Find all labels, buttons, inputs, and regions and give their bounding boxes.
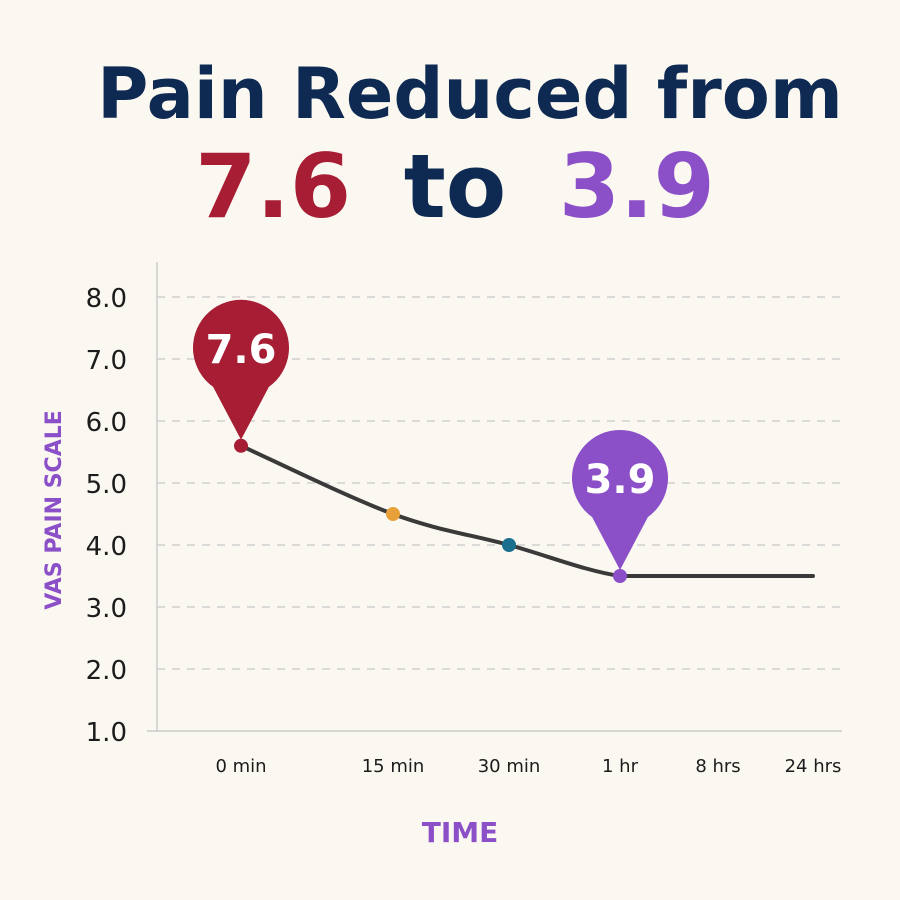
x-tick-label: 0 min	[215, 756, 266, 777]
x-axis-title: TIME	[422, 816, 499, 849]
series-line	[239, 443, 815, 579]
data-point	[386, 507, 400, 521]
pin-shape	[572, 430, 668, 570]
pin-marker: 7.6	[193, 299, 289, 440]
y-tick-label: 5.0	[86, 470, 127, 500]
x-tick-label: 1 hr	[602, 756, 639, 777]
y-tick-label: 4.0	[86, 532, 127, 562]
plot-area: 1.0 2.0 3.0 4.0 5.0 6.0 7.0 8.0 0 min 15 min 30 m…	[86, 262, 842, 777]
title-to-value: 3.9	[559, 135, 715, 238]
x-tick-label: 24 hrs	[785, 756, 842, 777]
x-tick-label: 8 hrs	[695, 756, 740, 777]
x-tick-label: 30 min	[478, 756, 541, 777]
x-tick-label: 15 min	[362, 756, 425, 777]
y-tick-label: 8.0	[86, 284, 127, 314]
series	[234, 438, 815, 583]
y-tick-label: 3.0	[86, 594, 127, 624]
data-point	[234, 438, 248, 453]
pin-label: 3.9	[585, 457, 656, 503]
pin-marker: 3.9	[572, 430, 668, 570]
annotations: 7.6 3.9	[193, 299, 668, 570]
y-tick-label: 6.0	[86, 408, 127, 438]
y-tick-label: 2.0	[86, 656, 127, 686]
grid	[147, 296, 842, 732]
y-tick-labels: 1.0 2.0 3.0 4.0 5.0 6.0 7.0 8.0	[86, 284, 127, 748]
x-tick-labels: 0 min 15 min 30 min 1 hr 8 hrs 24 hrs	[215, 756, 841, 777]
data-point	[502, 538, 516, 552]
y-axis-title: VAS PAIN SCALE	[42, 410, 67, 610]
title-line-1: Pain Reduced from	[97, 53, 843, 135]
title-line-2: 7.6 to 3.9	[195, 135, 715, 238]
title-to-word: to	[404, 135, 507, 238]
data-point	[613, 569, 627, 583]
pin-label: 7.6	[206, 327, 277, 373]
y-tick-label: 7.0	[86, 346, 127, 376]
y-tick-label: 1.0	[86, 718, 127, 748]
pin-shape	[193, 299, 289, 440]
title-from-value: 7.6	[195, 135, 351, 238]
